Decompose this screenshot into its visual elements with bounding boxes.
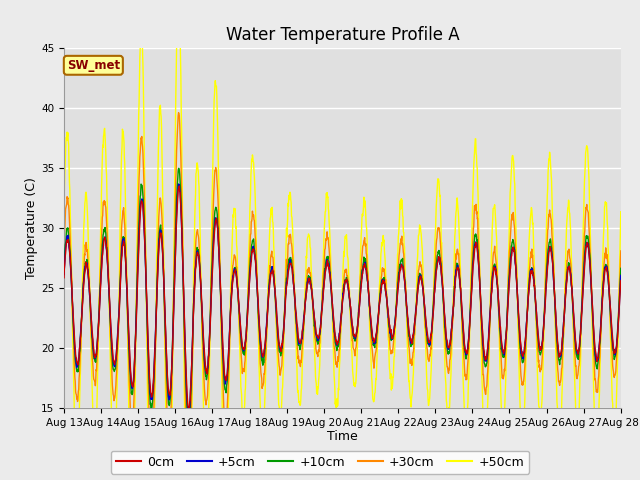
Legend: 0cm, +5cm, +10cm, +30cm, +50cm: 0cm, +5cm, +10cm, +30cm, +50cm bbox=[111, 451, 529, 474]
Y-axis label: Temperature (C): Temperature (C) bbox=[25, 177, 38, 279]
X-axis label: Time: Time bbox=[327, 431, 358, 444]
Title: Water Temperature Profile A: Water Temperature Profile A bbox=[225, 25, 460, 44]
Text: SW_met: SW_met bbox=[67, 59, 120, 72]
